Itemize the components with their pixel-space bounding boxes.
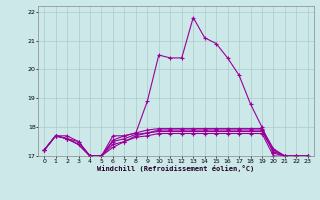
X-axis label: Windchill (Refroidissement éolien,°C): Windchill (Refroidissement éolien,°C) — [97, 165, 255, 172]
